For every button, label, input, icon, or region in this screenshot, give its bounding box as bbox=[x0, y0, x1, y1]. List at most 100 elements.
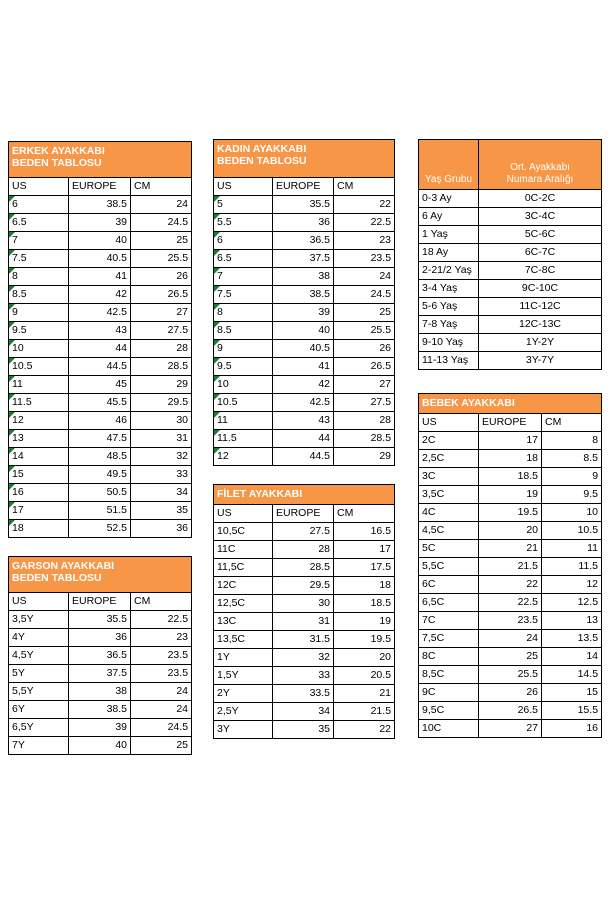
europe-size-cell: 25 bbox=[478, 647, 542, 666]
cm-size-cell: 27.5 bbox=[332, 393, 396, 412]
table-row: 2-21/2 Yaş 7C-8C bbox=[418, 261, 602, 280]
us-size-cell: 1,5Y bbox=[213, 666, 273, 685]
table-row: 6,5C 22.5 12.5 bbox=[418, 593, 603, 612]
bebek-title: BEBEK AYAKKABI bbox=[417, 393, 603, 414]
kadin-title-line2: BEDEN TABLOSU bbox=[217, 155, 307, 167]
us-size-cell: 7 bbox=[8, 231, 69, 250]
table-row: 9,5C 26.5 15.5 bbox=[418, 701, 603, 720]
table-row: 2C 17 8 bbox=[418, 431, 603, 450]
table-row: 15 49.5 33 bbox=[8, 465, 193, 484]
us-size-cell: 6C bbox=[418, 575, 479, 594]
table-row: 11 45 29 bbox=[8, 375, 193, 394]
europe-size-cell: 37.5 bbox=[68, 664, 131, 683]
cm-size-cell: 17.5 bbox=[332, 558, 396, 577]
age-group-cell: 9-10 Yaş bbox=[418, 333, 479, 352]
table-row: 4C 19.5 10 bbox=[418, 503, 603, 522]
table-row: 6Y 38.5 24 bbox=[8, 700, 193, 719]
column-header-us: US bbox=[213, 177, 273, 196]
column-header-europe: EUROPE bbox=[478, 413, 542, 432]
table-row: 5Y 37.5 23.5 bbox=[8, 664, 193, 683]
europe-size-cell: 42 bbox=[68, 285, 131, 304]
cm-size-cell: 26.5 bbox=[129, 285, 193, 304]
europe-size-cell: 20 bbox=[478, 521, 542, 540]
us-size-cell: 15 bbox=[8, 465, 69, 484]
cm-size-cell: 24.5 bbox=[129, 718, 193, 737]
cm-size-cell: 23 bbox=[332, 231, 396, 250]
europe-size-cell: 26.5 bbox=[478, 701, 542, 720]
table-row: 5,5Y 38 24 bbox=[8, 682, 193, 701]
garson-title: GARSON AYAKKABI BEDEN TABLOSU bbox=[7, 556, 193, 593]
europe-size-cell: 44.5 bbox=[272, 447, 334, 466]
us-size-cell: 8,5C bbox=[418, 665, 479, 684]
us-size-cell: 11.5 bbox=[8, 393, 69, 412]
cm-size-cell: 28.5 bbox=[332, 429, 396, 448]
table-row: 16 50.5 34 bbox=[8, 483, 193, 502]
table-row: 9-10 Yaş 1Y-2Y bbox=[418, 333, 602, 352]
europe-size-cell: 44 bbox=[272, 429, 334, 448]
cm-size-cell: 24 bbox=[332, 267, 396, 286]
shoe-range-cell: 9C-10C bbox=[478, 279, 602, 298]
europe-size-cell: 42.5 bbox=[272, 393, 334, 412]
cm-size-cell: 33 bbox=[129, 465, 193, 484]
age-group-cell: 11-13 Yaş bbox=[418, 351, 479, 370]
column-header-europe: EUROPE bbox=[272, 504, 334, 523]
table-row: 10.5 44.5 28.5 bbox=[8, 357, 193, 376]
us-size-cell: 7,5C bbox=[418, 629, 479, 648]
table-row: 5-6 Yaş 11C-12C bbox=[418, 297, 602, 316]
shoe-range-cell: 0C-2C bbox=[478, 189, 602, 208]
us-size-cell: 4Y bbox=[8, 628, 69, 647]
erkek-title-line2: BEDEN TABLOSU bbox=[12, 157, 102, 169]
shoe-range-cell: 11C-12C bbox=[478, 297, 602, 316]
cm-size-cell: 25 bbox=[129, 736, 193, 755]
europe-size-cell: 38.5 bbox=[68, 195, 131, 214]
cm-size-cell: 26 bbox=[332, 339, 396, 358]
europe-size-cell: 27.5 bbox=[272, 522, 334, 541]
cm-size-cell: 25 bbox=[129, 231, 193, 250]
europe-size-cell: 51.5 bbox=[68, 501, 131, 520]
us-size-cell: 13 bbox=[8, 429, 69, 448]
europe-size-cell: 44 bbox=[68, 339, 131, 358]
cm-size-cell: 24.5 bbox=[129, 213, 193, 232]
table-row: 8 41 26 bbox=[8, 267, 193, 286]
erkek-header-row: US EUROPE CM bbox=[8, 177, 193, 196]
age-group-cell: 18 Ay bbox=[418, 243, 479, 262]
age-group-table: Yaş Grubu Ort. Ayakkabı Numara Aralığı 0… bbox=[418, 139, 602, 370]
us-size-cell: 3,5Y bbox=[8, 610, 69, 629]
table-row: 8,5C 25.5 14.5 bbox=[418, 665, 603, 684]
table-row: 7-8 Yaş 12C-13C bbox=[418, 315, 602, 334]
us-size-cell: 11 bbox=[213, 411, 273, 430]
europe-size-cell: 40 bbox=[68, 736, 131, 755]
cm-size-cell: 24 bbox=[129, 195, 193, 214]
column-header-cm: CM bbox=[332, 504, 396, 523]
cm-size-cell: 35 bbox=[129, 501, 193, 520]
table-row: 7,5C 24 13.5 bbox=[418, 629, 603, 648]
erkek-title-row: ERKEK AYAKKABI BEDEN TABLOSU bbox=[7, 141, 193, 178]
bebek-header-row: US EUROPE CM bbox=[418, 413, 603, 432]
cm-size-cell: 21.5 bbox=[332, 702, 396, 721]
cm-size-cell: 13.5 bbox=[540, 629, 603, 648]
europe-size-cell: 21.5 bbox=[478, 557, 542, 576]
cm-size-cell: 23.5 bbox=[129, 664, 193, 683]
cm-size-cell: 36 bbox=[129, 519, 193, 538]
table-row: 13C 31 19 bbox=[213, 612, 396, 631]
cm-size-cell: 8.5 bbox=[540, 449, 603, 468]
europe-size-cell: 42.5 bbox=[68, 303, 131, 322]
us-size-cell: 10,5C bbox=[213, 522, 273, 541]
europe-size-cell: 36 bbox=[272, 213, 334, 232]
europe-size-cell: 22.5 bbox=[478, 593, 542, 612]
table-row: 12,5C 30 18.5 bbox=[213, 594, 396, 613]
europe-size-cell: 27 bbox=[478, 719, 542, 738]
europe-size-cell: 39 bbox=[68, 718, 131, 737]
europe-size-cell: 40 bbox=[272, 321, 334, 340]
us-size-cell: 12,5C bbox=[213, 594, 273, 613]
us-size-cell: 17 bbox=[8, 501, 69, 520]
table-row: 4Y 36 23 bbox=[8, 628, 193, 647]
us-size-cell: 6,5Y bbox=[8, 718, 69, 737]
cm-size-cell: 9.5 bbox=[540, 485, 603, 504]
table-row: 11,5C 28.5 17.5 bbox=[213, 558, 396, 577]
europe-size-cell: 37.5 bbox=[272, 249, 334, 268]
cm-size-cell: 29 bbox=[332, 447, 396, 466]
cm-size-cell: 12.5 bbox=[540, 593, 603, 612]
table-row: 11C 28 17 bbox=[213, 540, 396, 559]
table-row: 8.5 40 25.5 bbox=[213, 321, 396, 340]
